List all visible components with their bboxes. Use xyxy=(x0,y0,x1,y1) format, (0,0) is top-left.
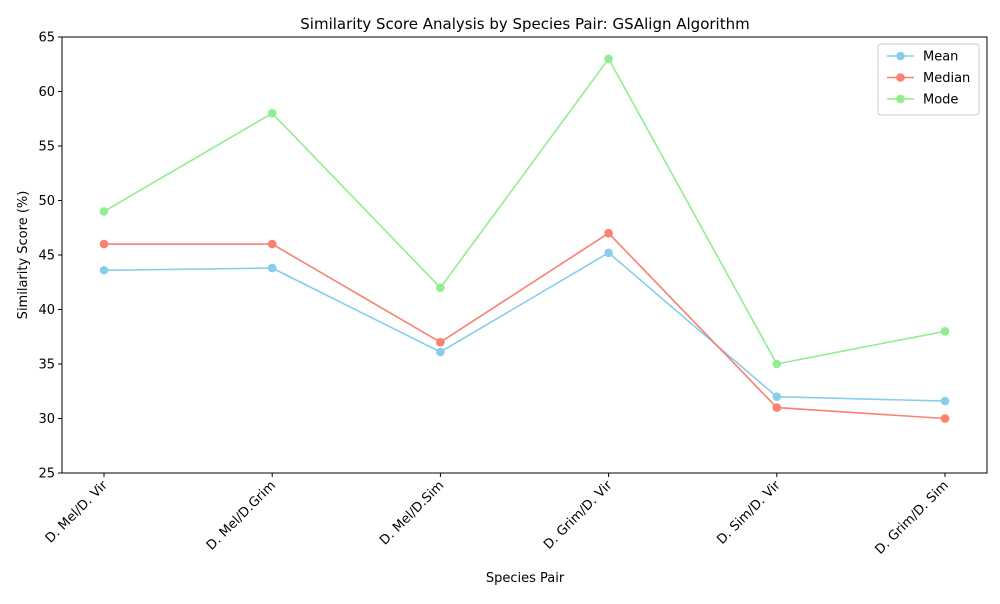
data-point-median xyxy=(267,239,277,249)
chart-title: Similarity Score Analysis by Species Pai… xyxy=(300,15,749,33)
data-point-median xyxy=(604,228,613,238)
y-tick-label: 35 xyxy=(38,358,55,373)
data-point-mean xyxy=(772,392,782,402)
y-tick-label: 30 xyxy=(38,412,55,427)
legend-marker-mode xyxy=(896,94,905,104)
data-point-mean xyxy=(604,248,613,258)
x-tick-label: D. Grim/D. Sim xyxy=(873,478,952,557)
data-point-mode xyxy=(604,54,613,64)
x-tick-label: D. Mel/D.Grim xyxy=(204,478,279,553)
data-point-mode xyxy=(99,207,109,216)
y-tick-label: 40 xyxy=(38,303,55,318)
data-point-mode xyxy=(267,109,277,118)
y-tick-label: 25 xyxy=(38,467,55,482)
data-point-median xyxy=(940,414,950,423)
data-point-mean xyxy=(940,396,950,406)
data-point-mode xyxy=(436,283,445,293)
data-point-mean xyxy=(99,265,109,275)
legend-marker-median xyxy=(896,73,905,82)
x-tick-label: D. Sim/D. Vir xyxy=(714,478,784,548)
plot-frame xyxy=(61,36,988,474)
x-tick-label: D. Grim/D. Vir xyxy=(541,478,616,553)
legend-label-mean: Mean xyxy=(923,50,958,65)
y-tick-label: 60 xyxy=(38,85,55,100)
x-tick-label: D. Mel/D.Sim xyxy=(377,478,447,548)
legend-label-mode: Mode xyxy=(923,93,958,108)
data-point-median xyxy=(772,403,782,412)
y-axis-label: Similarity Score (%) xyxy=(16,191,31,320)
y-tick-label: 45 xyxy=(38,249,55,264)
plot-area: 25 30 35 40 45 50 55 60 65 D. Mel/D. Vir D. Mel/D.… xyxy=(38,31,988,558)
legend-label-median: Median xyxy=(923,71,970,86)
series-line-mode xyxy=(103,57,946,365)
legend: Mean Median Mode xyxy=(877,43,980,116)
y-tick-label: 50 xyxy=(38,194,55,209)
y-tick-label: 55 xyxy=(38,140,55,155)
data-point-mean xyxy=(267,263,277,273)
x-tick-label: D. Mel/D. Vir xyxy=(43,478,112,547)
data-point-mode xyxy=(940,327,950,336)
x-axis-label: Species Pair xyxy=(486,571,565,586)
y-tick-label: 65 xyxy=(38,31,55,46)
series-line-mean xyxy=(103,251,946,402)
legend-marker-mean xyxy=(896,51,905,61)
data-point-median xyxy=(99,239,109,249)
data-point-mean xyxy=(436,347,445,357)
data-point-mode xyxy=(772,359,782,369)
data-point-median xyxy=(436,337,445,347)
series-line-median xyxy=(104,232,946,420)
